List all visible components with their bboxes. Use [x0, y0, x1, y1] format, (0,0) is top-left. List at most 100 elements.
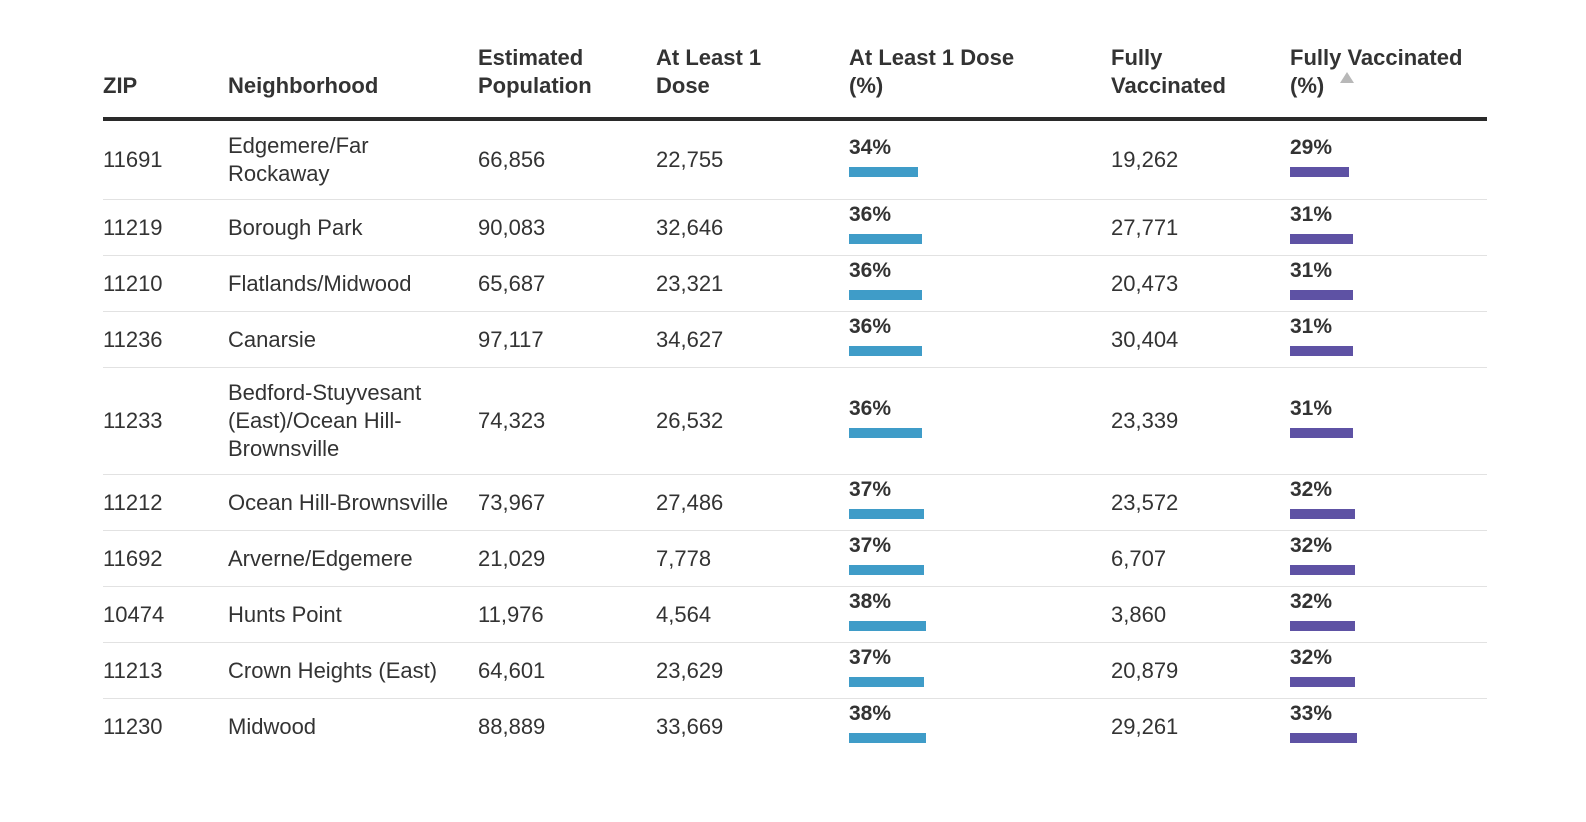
cell-full-pct: 31%: [1290, 311, 1487, 368]
cell-zip: 11236: [103, 311, 228, 368]
cell-full-text: 6,707: [1111, 545, 1167, 571]
cell-zip: 11212: [103, 474, 228, 531]
header-dose-pct-label-2: (%): [849, 73, 884, 98]
cell-population: 74,323: [478, 367, 656, 475]
cell-population: 90,083: [478, 199, 656, 256]
cell-zip-text: 11210: [103, 270, 163, 296]
cell-full-text: 23,572: [1111, 489, 1179, 515]
dose-pct-label: 34%: [849, 135, 892, 159]
cell-dose-pct: 38%: [849, 699, 1111, 755]
dose-pct-label: 37%: [849, 478, 892, 501]
table-row: 11213 Crown Heights (East) 64,601 23,629 37%…: [103, 642, 1487, 699]
dose-pct-bar: [849, 621, 927, 631]
cell-dose-text: 23,629: [656, 657, 724, 683]
cell-population: 11,976: [478, 586, 656, 643]
cell-zip: 11210: [103, 255, 228, 312]
cell-neighborhood-text: Ocean Hill-Brownsville: [228, 489, 449, 515]
cell-population: 66,856: [478, 119, 656, 200]
full-pct-bar: [1290, 565, 1355, 575]
cell-dose-text: 33,669: [656, 713, 724, 739]
full-pct-bar: [1290, 166, 1349, 177]
dose-pct-label: 38%: [849, 702, 892, 725]
dose-pct-bar: [849, 346, 923, 356]
header-population[interactable]: Estimated Population: [478, 44, 656, 121]
cell-zip-text: 11213: [103, 657, 163, 683]
full-pct-bar: [1290, 621, 1355, 631]
header-full-label-2: Vaccinated: [1111, 73, 1226, 98]
cell-full-text: 27,771: [1111, 214, 1179, 240]
dose-pct-label: 36%: [849, 203, 892, 226]
cell-zip-text: 11233: [103, 408, 163, 433]
dose-pct-bar: [849, 166, 918, 177]
cell-dose-text: 32,646: [656, 214, 724, 240]
cell-neighborhood-text: Canarsie: [228, 326, 317, 352]
full-pct-bar: [1290, 733, 1357, 743]
cell-zip-text: 11219: [103, 214, 163, 240]
cell-dose-text: 26,532: [656, 408, 724, 433]
cell-dose-pct: 37%: [849, 642, 1111, 699]
sort-ascending-icon[interactable]: [1340, 72, 1355, 83]
header-dose-pct-label-1: At Least 1 Dose: [849, 45, 1015, 70]
cell-neighborhood: Crown Heights (East): [228, 642, 478, 699]
header-population-label-1: Estimated: [478, 45, 584, 70]
header-dose-pct[interactable]: At Least 1 Dose (%): [849, 44, 1111, 121]
cell-full-pct: 29%: [1290, 119, 1487, 200]
cell-population-text: 21,029: [478, 545, 546, 571]
cell-neighborhood: Hunts Point: [228, 586, 478, 643]
dose-pct-bar: [849, 677, 925, 687]
cell-neighborhood-text: Hunts Point: [228, 601, 342, 627]
cell-population: 97,117: [478, 311, 656, 368]
cell-population-text: 73,967: [478, 489, 546, 515]
cell-full-pct: 32%: [1290, 530, 1487, 587]
cell-full: 23,572: [1111, 474, 1290, 531]
cell-population-text: 97,117: [478, 326, 544, 352]
cell-dose-pct: 36%: [849, 199, 1111, 256]
dose-pct-label: 36%: [849, 259, 892, 282]
cell-dose: 27,486: [656, 474, 849, 531]
cell-zip-text: 11212: [103, 489, 163, 515]
cell-neighborhood: Edgemere/Far Rockaway: [228, 119, 478, 200]
cell-neighborhood-text: Arverne/Edgemere: [228, 545, 413, 571]
cell-full: 20,879: [1111, 642, 1290, 699]
header-zip-label: ZIP: [103, 73, 138, 98]
cell-neighborhood-text: Flatlands/Midwood: [228, 270, 412, 296]
header-full-label-1: Fully: [1111, 45, 1163, 70]
cell-neighborhood-text: Bedford-Stuyvesant (East)/Ocean Hill-Bro…: [228, 380, 422, 461]
cell-full-pct: 32%: [1290, 586, 1487, 643]
header-full-pct[interactable]: Fully Vaccinated (%): [1290, 44, 1487, 121]
cell-dose-pct: 36%: [849, 255, 1111, 312]
cell-dose-pct: 34%: [849, 119, 1111, 200]
dose-pct-bar: [849, 290, 923, 300]
cell-dose-text: 22,755: [656, 147, 724, 172]
full-pct-label: 31%: [1290, 259, 1333, 282]
dose-pct-label: 38%: [849, 590, 892, 613]
table-row: 11212 Ocean Hill-Brownsville 73,967 27,486 3…: [103, 474, 1487, 531]
cell-population-text: 90,083: [478, 214, 546, 240]
header-full[interactable]: Fully Vaccinated: [1111, 44, 1290, 121]
cell-zip-text: 11691: [103, 147, 163, 172]
cell-population-text: 65,687: [478, 270, 546, 296]
cell-zip-text: 11230: [103, 713, 163, 739]
cell-dose: 22,755: [656, 119, 849, 200]
cell-dose-text: 23,321: [656, 270, 724, 296]
cell-dose: 23,321: [656, 255, 849, 312]
header-neighborhood[interactable]: Neighborhood: [228, 44, 478, 121]
cell-full: 19,262: [1111, 119, 1290, 200]
full-pct-bar: [1290, 290, 1353, 300]
full-pct-label: 33%: [1290, 702, 1333, 725]
header-zip[interactable]: ZIP: [103, 44, 228, 121]
cell-neighborhood-text: Borough Park: [228, 214, 363, 240]
cell-full-text: 20,473: [1111, 270, 1179, 296]
dose-pct-label: 37%: [849, 646, 892, 669]
header-dose[interactable]: At Least 1 Dose: [656, 44, 849, 121]
dose-pct-label: 36%: [849, 396, 892, 420]
dose-pct-bar: [849, 565, 925, 575]
cell-dose-text: 27,486: [656, 489, 724, 515]
cell-zip: 11230: [103, 699, 228, 755]
cell-dose-text: 4,564: [656, 601, 712, 627]
cell-zip: 11213: [103, 642, 228, 699]
cell-zip: 11233: [103, 367, 228, 475]
table-row: 11691 Edgemere/Far Rockaway 66,856 22,755 34…: [103, 119, 1487, 200]
dose-pct-label: 36%: [849, 315, 892, 338]
cell-dose: 33,669: [656, 699, 849, 755]
